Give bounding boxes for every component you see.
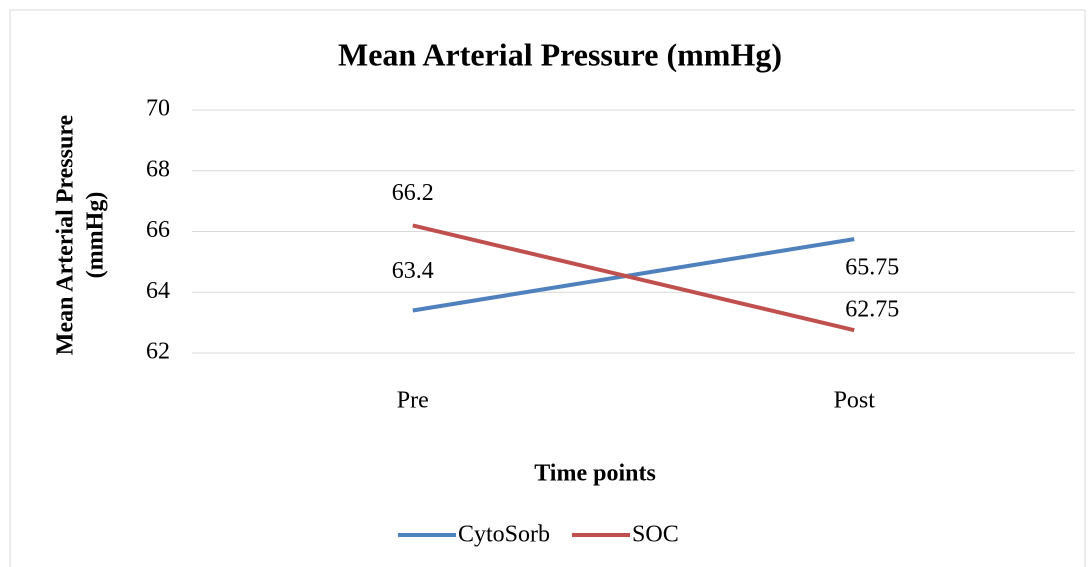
- y-axis-label: Mean Arterial Pressure (mmHg): [53, 114, 109, 355]
- legend-label: CytoSorb: [458, 522, 550, 548]
- data-label: 62.75: [845, 297, 899, 323]
- data-label: 65.75: [845, 255, 899, 281]
- y-axis-label-line: Mean Arterial Pressure: [53, 114, 79, 355]
- series-line: [412, 223, 855, 333]
- x-tick-label: Post: [834, 388, 876, 414]
- y-tick-label: 64: [146, 278, 170, 304]
- y-axis-label-line: (mmHg): [83, 192, 109, 279]
- series-line: [412, 237, 855, 313]
- legend-label: SOC: [632, 522, 679, 548]
- chart-title: Mean Arterial Pressure (mmHg): [338, 36, 782, 72]
- x-axis-label: Time points: [534, 461, 656, 487]
- y-tick-label: 66: [146, 217, 170, 243]
- x-tick-label: Pre: [397, 388, 429, 414]
- y-tick-label: 62: [146, 339, 170, 365]
- data-label: 63.4: [392, 258, 434, 284]
- data-label: 66.2: [392, 180, 434, 206]
- y-tick-label: 70: [146, 96, 170, 122]
- y-tick-label: 68: [146, 156, 170, 182]
